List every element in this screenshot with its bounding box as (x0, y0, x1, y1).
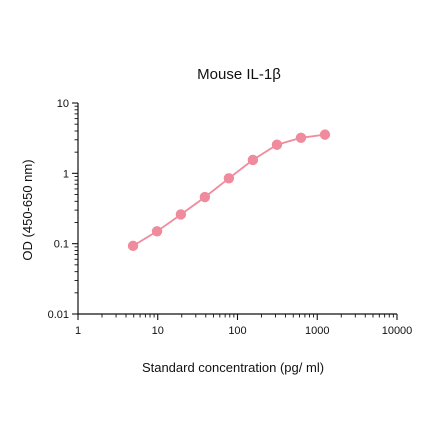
data-point (247, 154, 259, 166)
data-point (127, 240, 139, 252)
y-tick-label: 0.01 (48, 309, 69, 321)
x-tick-label: 10000 (382, 325, 413, 337)
y-tick-label: 1 (63, 168, 69, 180)
data-point (151, 226, 163, 237)
x-tick-label: 1000 (305, 325, 329, 337)
data-point (175, 209, 187, 220)
series-layer (127, 129, 331, 252)
data-point (295, 132, 307, 144)
ticks-layer: 1 10 100 1000 10000 0.01 0.1 1 10 (48, 98, 413, 337)
x-tick-label: 10 (152, 325, 164, 337)
y-tick-label: 10 (57, 98, 69, 110)
data-point (319, 129, 331, 140)
data-point (223, 173, 235, 184)
y-tick-label: 0.1 (54, 239, 69, 251)
data-point (271, 139, 283, 150)
x-axis-label: Standard concentration (pg/ ml) (142, 360, 324, 375)
x-tick-label: 100 (228, 325, 246, 337)
y-axis-label: OD (450-650 nm) (20, 159, 35, 260)
x-tick-label: 1 (75, 325, 81, 337)
chart-title: Mouse IL-1β (197, 66, 281, 83)
data-point (199, 191, 211, 203)
